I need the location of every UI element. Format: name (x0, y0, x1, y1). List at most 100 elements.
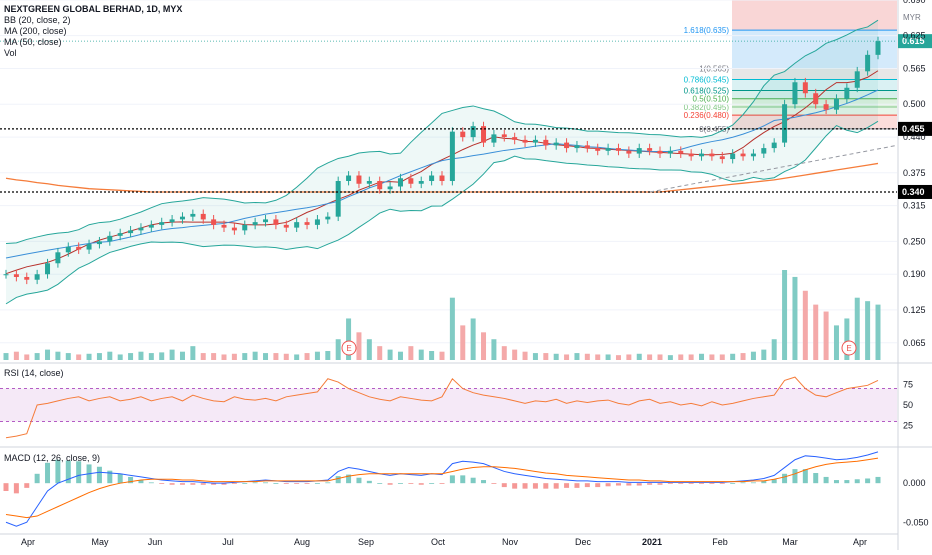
price-tick-label: 0.625 (903, 31, 926, 41)
volume-bar (55, 351, 61, 360)
macd-histogram-bar (792, 469, 798, 484)
macd-pane-label[interactable]: MACD (12, 26, close, 9) (4, 453, 101, 463)
volume-bar (750, 351, 756, 360)
fib-zone (732, 0, 897, 31)
candle-body (439, 175, 445, 181)
macd-histogram-bar (429, 483, 435, 484)
macd-histogram-bar (709, 483, 715, 484)
macd-histogram-bar (802, 469, 808, 484)
price-tick-label: 0.500 (903, 99, 926, 109)
volume-bar (833, 325, 839, 360)
macd-histogram-bar (688, 483, 694, 484)
candle-body (595, 148, 601, 151)
candle-body (408, 178, 414, 184)
candle-body (782, 104, 788, 143)
candle-body (543, 139, 549, 146)
time-tick-label: Aug (294, 537, 310, 547)
candle-body (553, 142, 559, 146)
volume-bar (667, 355, 673, 360)
candle-body (667, 150, 673, 154)
candle-body (65, 246, 71, 253)
volume-bar (387, 349, 393, 360)
candle-body (761, 148, 767, 154)
rsi-pane-label[interactable]: RSI (14, close) (4, 368, 64, 378)
candle-body (283, 224, 289, 228)
candle-body (231, 227, 237, 231)
rsi-band (0, 388, 897, 422)
candle-body (802, 82, 808, 94)
candle-body (325, 216, 331, 220)
candle-body (481, 126, 487, 143)
macd-histogram-bar (522, 483, 528, 489)
candle-body (418, 181, 424, 184)
macd-histogram-bar (481, 480, 487, 484)
macd-histogram-bar (408, 483, 414, 484)
macd-histogram-bar (335, 476, 341, 484)
macd-histogram-bar (45, 462, 51, 484)
candle-body (449, 131, 455, 181)
candle-body (179, 216, 185, 220)
time-tick-label: Jul (222, 537, 234, 547)
macd-histogram-bar (657, 483, 663, 485)
volume-bar (823, 311, 829, 360)
candle-body (242, 224, 248, 231)
macd-histogram-bar (470, 477, 476, 484)
volume-bar (626, 354, 632, 360)
volume-bar (512, 349, 518, 360)
volume-bar (356, 332, 362, 360)
fib-zone (732, 79, 897, 91)
volume-bar (128, 353, 134, 360)
fib-level-label: 0.786(0.545) (684, 76, 730, 85)
fib-level-label: 1.618(0.635) (684, 26, 730, 35)
volume-bar (366, 339, 372, 360)
macd-signal-line (5, 457, 879, 519)
candle-body (107, 235, 113, 242)
candle-body (522, 139, 528, 143)
macd-histogram-bar (397, 483, 403, 484)
volume-bar (761, 349, 767, 360)
indicator-ma200[interactable]: MA (200, close) (4, 26, 67, 36)
fib-level-label: 0.618(0.525) (684, 87, 730, 96)
macd-histogram-bar (294, 483, 300, 484)
volume-bar (802, 290, 808, 360)
level-price-tag (898, 184, 932, 199)
time-tick-label: May (91, 537, 109, 547)
price-tick-label: 0.565 (903, 64, 926, 74)
candle-body (356, 175, 362, 184)
volume-bar (200, 353, 206, 360)
volume-bar (730, 353, 736, 360)
candle-body (397, 178, 403, 187)
volume-bar (439, 351, 445, 360)
time-tick-label: Oct (431, 537, 446, 547)
volume-bar (429, 351, 435, 360)
volume-bar (719, 354, 725, 360)
candle-body (823, 104, 829, 110)
macd-histogram-bar (107, 470, 113, 484)
indicator-bb[interactable]: BB (20, close, 2) (4, 15, 71, 25)
level-price-tag (898, 121, 932, 136)
volume-bar (595, 354, 601, 360)
macd-histogram-bar (377, 483, 383, 484)
macd-histogram-bar (231, 483, 237, 484)
volume-bar (449, 297, 455, 360)
macd-histogram-bar (782, 473, 788, 484)
macd-histogram-bar (699, 483, 705, 484)
candle-body (865, 54, 871, 72)
indicator-ma50[interactable]: MA (50, close) (4, 37, 62, 47)
volume-bar (813, 304, 819, 360)
time-tick-label: 2021 (642, 537, 662, 547)
earnings-marker (341, 340, 357, 356)
candle-body (792, 82, 798, 105)
indicator-vol[interactable]: Vol (4, 48, 17, 58)
candle-body (844, 87, 850, 99)
volume-bar (657, 354, 663, 360)
candle-body (211, 219, 217, 225)
macd-histogram-bar (314, 483, 320, 484)
time-tick-label: Apr (853, 537, 867, 547)
candle-body (148, 224, 154, 228)
candle-body (678, 150, 684, 154)
candle-body (709, 153, 715, 157)
candle-body (169, 219, 175, 223)
macd-histogram-bar (263, 482, 269, 484)
volume-bar (564, 354, 570, 360)
